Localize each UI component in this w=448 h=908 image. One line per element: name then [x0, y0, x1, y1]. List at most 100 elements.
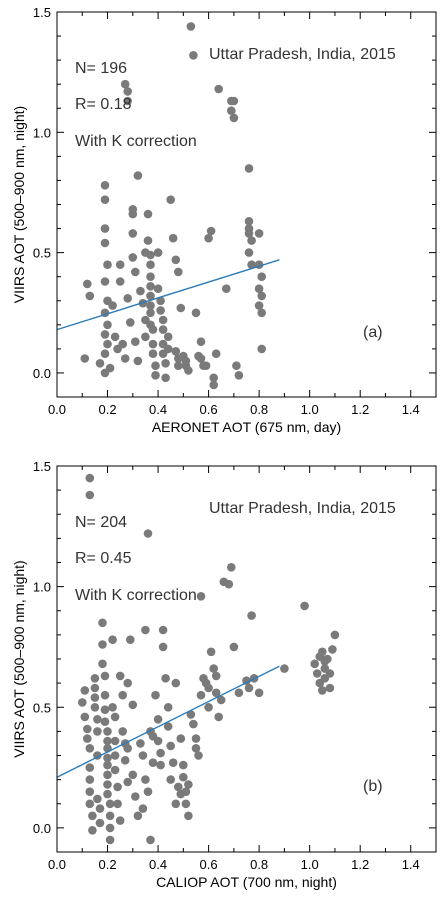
panel-b-y-tick-label: 1.5: [33, 459, 51, 474]
panel-a-y-tick-label: 0.0: [33, 366, 51, 381]
panel-b-data-point: [110, 736, 120, 746]
panel-a-points: [80, 22, 267, 390]
panel-b-data-point: [98, 618, 107, 628]
panel-b-data-point: [196, 690, 206, 700]
panel-b-data-point: [118, 727, 127, 736]
panel-a-data-point: [100, 330, 110, 339]
panel-a-data-point: [171, 255, 181, 265]
panel-b-x-tick-label: 1.0: [301, 857, 319, 872]
panel-b-data-point: [113, 782, 122, 792]
panel-a-data-point: [257, 291, 267, 301]
panel-a-data-point: [146, 308, 155, 318]
panel-b-data-point: [123, 777, 132, 787]
panel-b-data-point: [128, 700, 138, 710]
panel-a-scatter-plot: 0.0 0.2 0.4 0.6 0.8 1.0 1.2 1.4 0.0 0.5 1.0 1.5 Utt…: [11, 5, 437, 435]
panel-a-data-point: [184, 366, 193, 375]
panel-b-data-point: [310, 659, 320, 669]
panel-a-data-point: [171, 347, 181, 356]
panel-a-data-point: [115, 260, 125, 270]
panel-b-data-point: [204, 703, 213, 712]
panel-b-data-point: [176, 734, 186, 743]
panel-b-data-point: [211, 671, 221, 681]
panel-b-data-point: [108, 703, 117, 712]
panel-a-data-point: [103, 339, 112, 349]
panel-b-y-tick-label: 0.5: [33, 700, 51, 715]
panel-a-data-point: [156, 296, 165, 306]
panel-a-fit-line: [56, 259, 280, 331]
panel-b-data-point: [85, 787, 95, 796]
panel-b-data-point: [85, 490, 95, 500]
panel-b-data-point: [312, 669, 322, 678]
panel-b-x-tick-label: 0.8: [250, 857, 268, 872]
panel-b-data-point: [105, 811, 115, 821]
panel-a-data-point: [148, 339, 158, 349]
panel-a-data-point: [100, 238, 110, 248]
panel-b-data-point: [128, 770, 138, 780]
panel-b-data-point: [105, 799, 115, 809]
panel-b-data-point: [126, 635, 135, 644]
panel-b-data-point: [85, 799, 95, 809]
panel-a-data-point: [153, 248, 163, 257]
panel-a-data-point: [146, 291, 155, 301]
panel-b-data-point: [194, 751, 203, 760]
panel-b-data-point: [103, 770, 112, 780]
panel-a-x-tick-label: 0.8: [250, 402, 268, 417]
panel-b-data-point: [133, 811, 143, 821]
panel-b-data-point: [184, 780, 193, 789]
panel-a-data-point: [128, 209, 138, 219]
panel-a-location-label: Uttar Pradesh, India, 2015: [209, 46, 396, 63]
panel-a-data-point: [153, 284, 163, 294]
panel-a-data-point: [257, 272, 267, 282]
panel-a-data-point: [227, 106, 236, 115]
panel-a-data-point: [244, 164, 254, 173]
panel-b-data-point: [103, 727, 112, 736]
panel-b-data-point: [184, 811, 193, 821]
panel-a-r-label: R= 0.18: [75, 96, 132, 113]
panel-a-data-point: [133, 171, 143, 180]
panel-b-data-point: [158, 642, 168, 652]
panel-a-data-point: [209, 380, 218, 390]
panel-b-data-point: [191, 744, 201, 753]
panel-b-data-point: [300, 601, 309, 611]
panel-b-data-point: [90, 703, 100, 712]
panel-b-data-point: [153, 736, 163, 746]
panel-b-correction-label: With K correction: [75, 587, 197, 604]
panel-a-data-point: [206, 226, 216, 236]
panel-a-data-point: [146, 250, 155, 260]
panel-a-data-point: [232, 361, 241, 371]
panel-a-data-point: [254, 284, 264, 294]
panel-a-data-point: [128, 253, 138, 262]
panel-a-data-point: [158, 325, 168, 334]
panel-a-x-tick-label: 0.6: [200, 402, 218, 417]
panel-a-data-point: [126, 318, 135, 327]
panel-b-data-point: [163, 722, 173, 731]
panel-b-data-point: [330, 630, 340, 640]
panel-b-r-label: R= 0.45: [75, 550, 132, 567]
panel-a-data-point: [209, 373, 218, 383]
panel-a-data-point: [110, 332, 120, 342]
panel-b-data-point: [186, 710, 196, 719]
panel-a-data-point: [191, 308, 201, 318]
panel-a-data-point: [156, 306, 165, 315]
panel-a-data-point: [186, 22, 196, 31]
panel-b-data-point: [85, 473, 95, 483]
panel-b-data-point: [171, 799, 181, 809]
panel-b-data-point: [85, 763, 95, 772]
panel-b-data-point: [83, 724, 92, 734]
panel-b-data-point: [247, 611, 256, 620]
panel-a-data-point: [196, 354, 206, 363]
panel-b-data-point: [113, 799, 122, 809]
panel-b-x-tick-label: 0.2: [98, 857, 116, 872]
panel-a-data-point: [143, 236, 153, 245]
panel-b-scatter-plot: 0.0 0.2 0.4 0.6 0.8 1.0 1.2 1.4 0.0 0.5 1.0 1.5 Utt…: [11, 459, 437, 890]
panel-a-data-point: [174, 361, 183, 371]
panel-a-data-point: [100, 224, 110, 233]
panel-a-data-point: [136, 286, 145, 296]
panel-b-data-point: [85, 744, 95, 753]
panel-b-data-point: [148, 758, 158, 767]
panel-b-data-point: [191, 734, 201, 743]
panel-b-data-point: [328, 645, 337, 654]
panel-b-data-point: [90, 693, 100, 702]
panel-b-data-point: [83, 734, 92, 743]
